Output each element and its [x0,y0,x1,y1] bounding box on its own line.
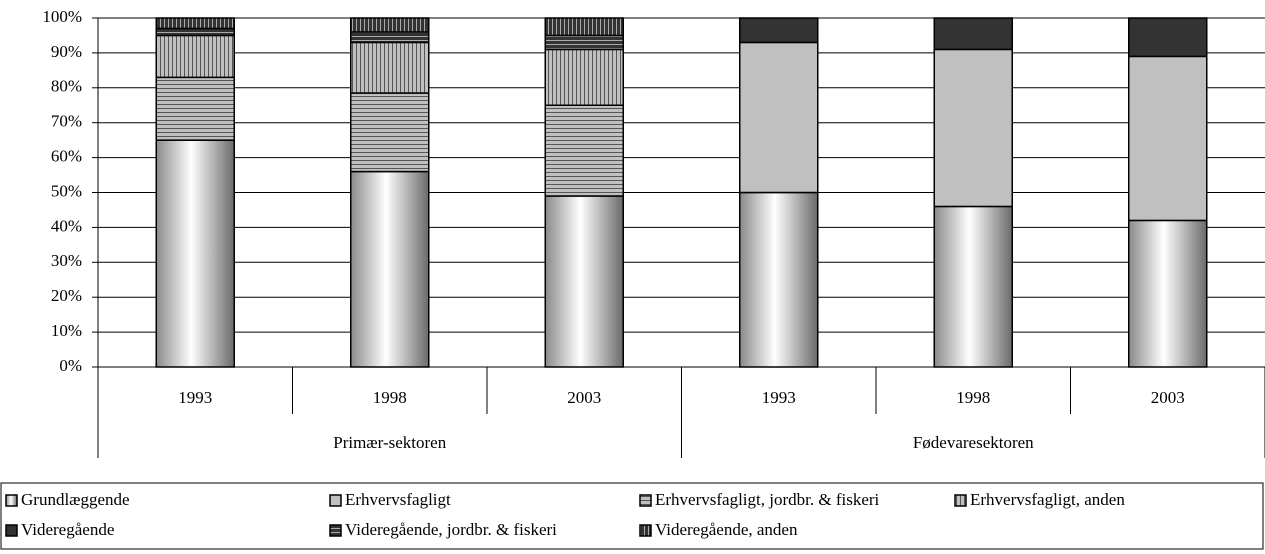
y-tick-label: 40% [51,216,82,235]
legend-swatch [639,524,652,537]
bar-segment [544,48,624,106]
bar-segment [1128,55,1208,222]
bar-segment [739,41,819,194]
legend-label: Videregående [21,520,114,539]
bar-segment [933,205,1013,368]
group-label: Primær-sektoren [333,433,446,452]
bar-segment [155,76,235,141]
y-tick-label: 30% [51,251,82,270]
x-tick-label: 1993 [178,388,212,407]
bar-segment [350,41,430,94]
legend-label: Erhvervsfagligt, jordbr. & fiskeri [655,490,880,509]
y-tick-label: 100% [42,7,82,26]
bar-segment [739,191,819,368]
legend-swatch [954,494,967,507]
legend-swatch [5,494,18,507]
y-tick-label: 70% [51,112,82,131]
group-label: Fødevaresektoren [913,433,1034,452]
legend-swatch [5,524,18,537]
legend-label: Videregående, jordbr. & fiskeri [345,520,557,539]
bar-segment [544,195,624,368]
bar-segment [350,170,430,368]
bar-segment [739,17,819,44]
legend-swatch [329,494,342,507]
bar-segment [1128,17,1208,58]
bar-segment [350,31,430,44]
bar-segment [933,17,1013,51]
bar-segment [350,17,430,33]
bar-segment [155,27,235,37]
legend-swatch [329,524,342,537]
bar-segment [544,17,624,37]
y-tick-label: 60% [51,147,82,166]
legend-label: Grundlæggende [21,490,130,509]
legend-swatch [639,494,652,507]
legend-box [0,482,1264,550]
y-tick-label: 80% [51,77,82,96]
x-tick-label: 2003 [1151,388,1185,407]
bar-segment [155,139,235,368]
bar-segment [350,92,430,173]
bar-segment [544,34,624,51]
x-tick-label: 1998 [956,388,990,407]
x-tick-label: 1993 [762,388,796,407]
bar-segment [933,48,1013,208]
y-tick-label: 10% [51,321,82,340]
y-tick-label: 90% [51,42,82,61]
bar-segment [155,34,235,79]
legend-label: Erhvervsfagligt, anden [970,490,1125,509]
bar-segment [544,104,624,197]
y-tick-label: 50% [51,181,82,200]
x-tick-label: 1998 [373,388,407,407]
bar-segment [1128,219,1208,368]
y-tick-label: 0% [59,356,82,375]
y-tick-label: 20% [51,286,82,305]
legend-label: Videregående, anden [655,520,798,539]
x-tick-label: 2003 [567,388,601,407]
legend-label: Erhvervsfagligt [345,490,451,509]
bar-segment [155,17,235,30]
